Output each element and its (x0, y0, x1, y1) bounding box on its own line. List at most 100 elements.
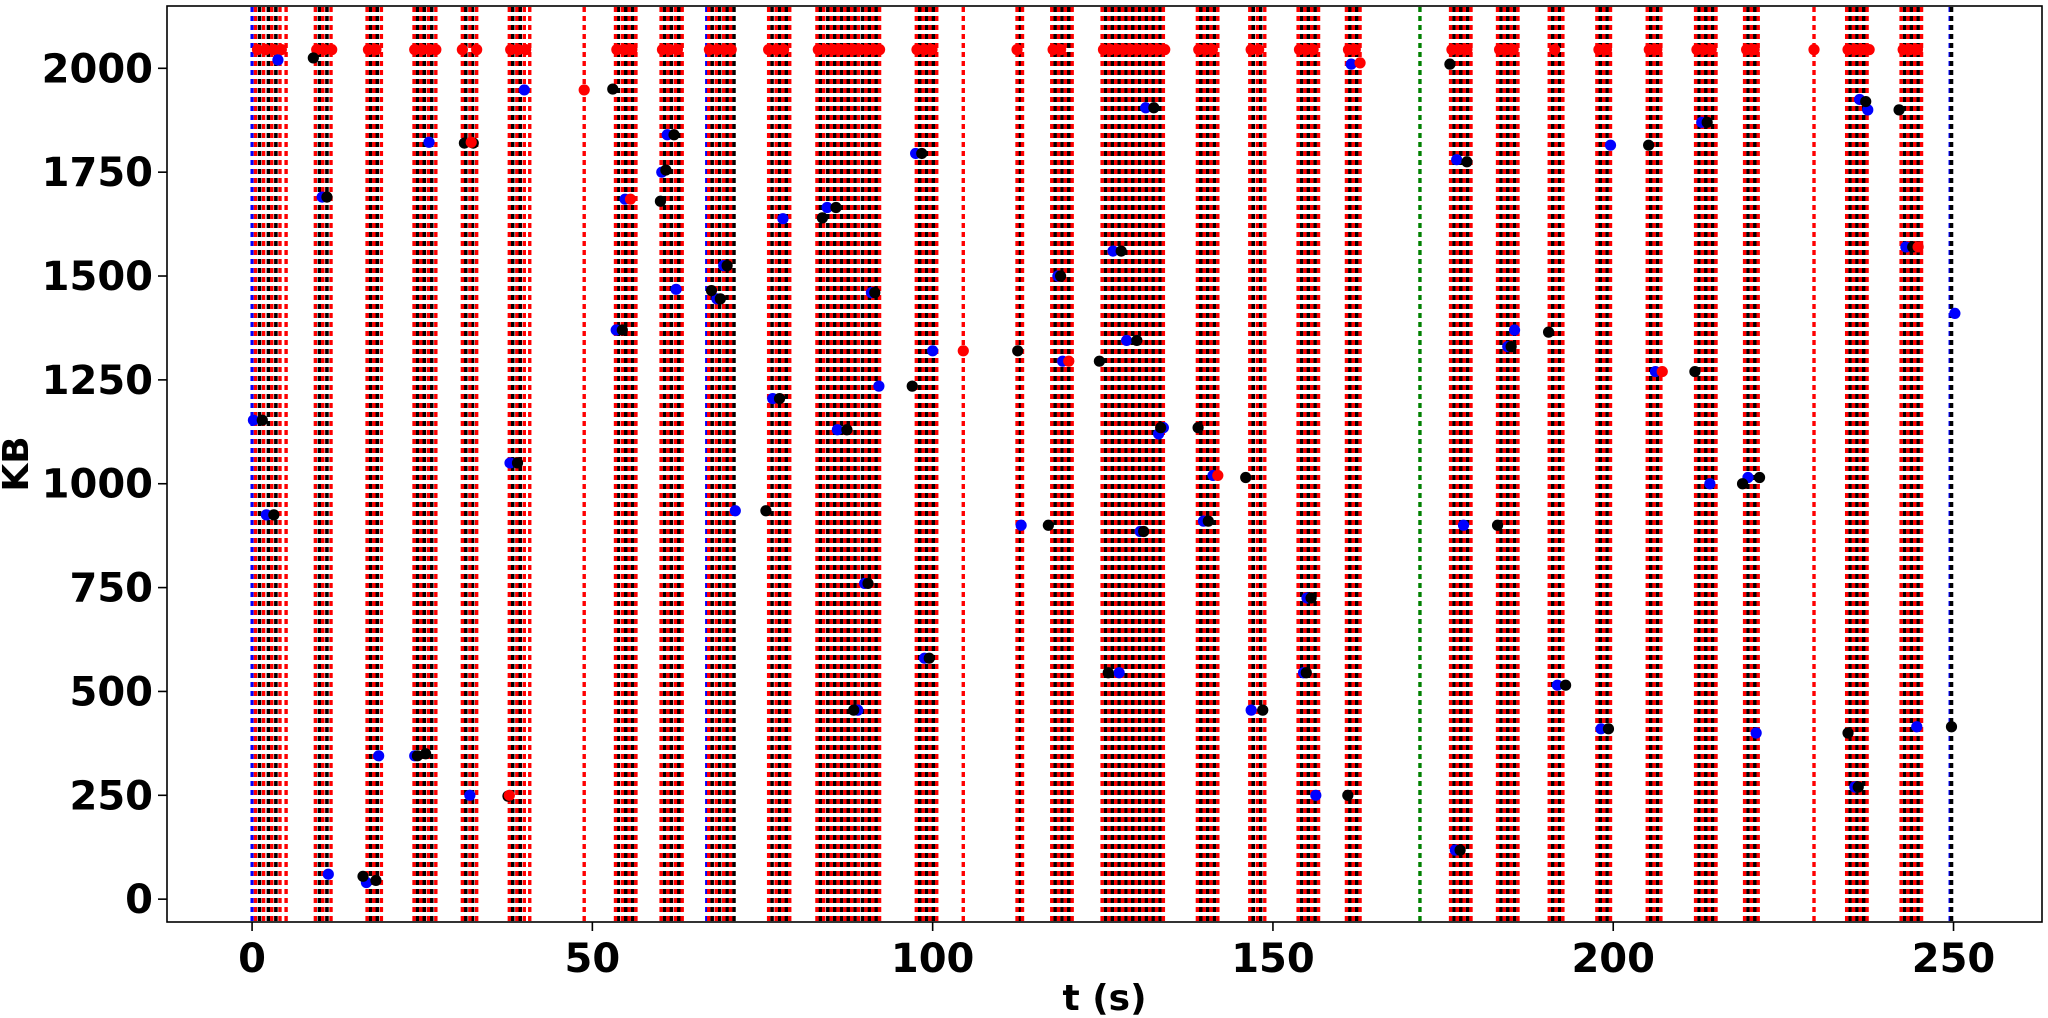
top-red-point (275, 44, 287, 56)
blue-point (1113, 667, 1125, 679)
top-red-point (1600, 44, 1613, 56)
black-point (1444, 58, 1456, 70)
blue-point (518, 84, 530, 96)
black-point (1945, 721, 1958, 733)
red-point (1912, 241, 1924, 253)
top-red-point (1206, 44, 1218, 56)
black-point (869, 287, 881, 299)
blue-point (831, 424, 843, 436)
red-point (1354, 57, 1366, 69)
black-point (705, 284, 718, 297)
black-point (1102, 667, 1114, 679)
blue-point (1750, 727, 1762, 739)
y-tick-label: 1500 (42, 254, 153, 300)
black-point (1491, 519, 1504, 531)
black-point (714, 293, 726, 305)
black-point (916, 147, 928, 160)
blue-point (1704, 478, 1716, 490)
top-red-point (626, 44, 638, 56)
black-point (830, 201, 842, 214)
black-point (1842, 727, 1854, 739)
blue-point (464, 789, 476, 801)
blue-point (1121, 334, 1133, 347)
x-tick-label: 250 (1912, 936, 1996, 982)
blue-point (873, 380, 885, 392)
top-red-point (873, 44, 886, 56)
black-point (1893, 104, 1905, 116)
black-point (1138, 525, 1150, 538)
x-axis-label: t (s) (1062, 978, 1146, 1018)
black-point (1852, 781, 1864, 793)
top-red-point (1911, 44, 1924, 56)
top-red-point (725, 44, 737, 56)
red-point (465, 136, 477, 148)
top-red-point (471, 44, 483, 56)
black-point (607, 83, 619, 95)
black-point (1202, 515, 1214, 527)
y-axis-label: KB (0, 436, 37, 491)
black-point (1093, 355, 1105, 367)
top-red-point (456, 44, 468, 56)
blue-point (1451, 154, 1463, 166)
black-point (1701, 116, 1713, 128)
black-point (1012, 345, 1024, 357)
blue-point (1604, 139, 1617, 151)
red-point (1656, 365, 1668, 378)
x-tick-label: 100 (891, 936, 975, 982)
black-point (1300, 667, 1312, 679)
top-red-point (370, 44, 382, 56)
black-point (773, 392, 786, 405)
blue-point (1245, 704, 1257, 716)
top-red-point (1253, 44, 1265, 56)
blue-point (927, 345, 939, 357)
black-point (660, 164, 672, 176)
black-point (1155, 422, 1167, 434)
black-point (841, 424, 853, 436)
top-red-point (1808, 44, 1820, 56)
black-point (1240, 471, 1252, 484)
red-point (1212, 469, 1224, 482)
blue-point (1310, 789, 1322, 801)
top-red-point (251, 44, 264, 56)
data-points (247, 44, 1961, 889)
top-red-point (1461, 44, 1473, 56)
black-point (370, 874, 382, 887)
top-red-point (260, 44, 272, 56)
black-point (1643, 139, 1655, 151)
top-red-point (430, 44, 442, 56)
blue-point (1345, 58, 1357, 70)
black-point (1148, 102, 1160, 114)
red-point (578, 84, 590, 96)
axes: 0 50 100 150 200 250 0 250 500 750 1000 1250 1500 175… (42, 5, 2043, 982)
black-point (1542, 326, 1555, 338)
x-tick-label: 200 (1571, 936, 1655, 982)
blue-point (423, 136, 435, 148)
top-red-point (1055, 44, 1067, 56)
plot-frame (166, 5, 2043, 923)
top-red-point (326, 44, 338, 56)
red-point (503, 789, 515, 801)
black-point (1305, 592, 1317, 604)
top-red-point (1011, 44, 1023, 56)
black-point (357, 870, 369, 882)
black-point (1257, 704, 1269, 716)
black-point (411, 750, 424, 762)
y-tick-label: 1250 (42, 358, 153, 404)
blue-point (272, 54, 284, 66)
x-tick-label: 150 (1231, 936, 1315, 982)
black-point (1131, 334, 1143, 347)
x-tick-label: 0 (238, 936, 266, 982)
y-tick-label: 1000 (42, 462, 153, 508)
black-point (1559, 679, 1572, 691)
black-point (1342, 789, 1354, 801)
top-red-point (1507, 44, 1519, 56)
top-red-point (926, 44, 938, 56)
black-point (923, 652, 935, 664)
black-point (1115, 245, 1127, 257)
top-red-point (1349, 44, 1361, 56)
black-point (721, 260, 733, 272)
blue-point (777, 213, 789, 225)
red-point (624, 193, 637, 205)
blue-point (373, 750, 385, 762)
y-tick-label: 1750 (42, 150, 153, 196)
